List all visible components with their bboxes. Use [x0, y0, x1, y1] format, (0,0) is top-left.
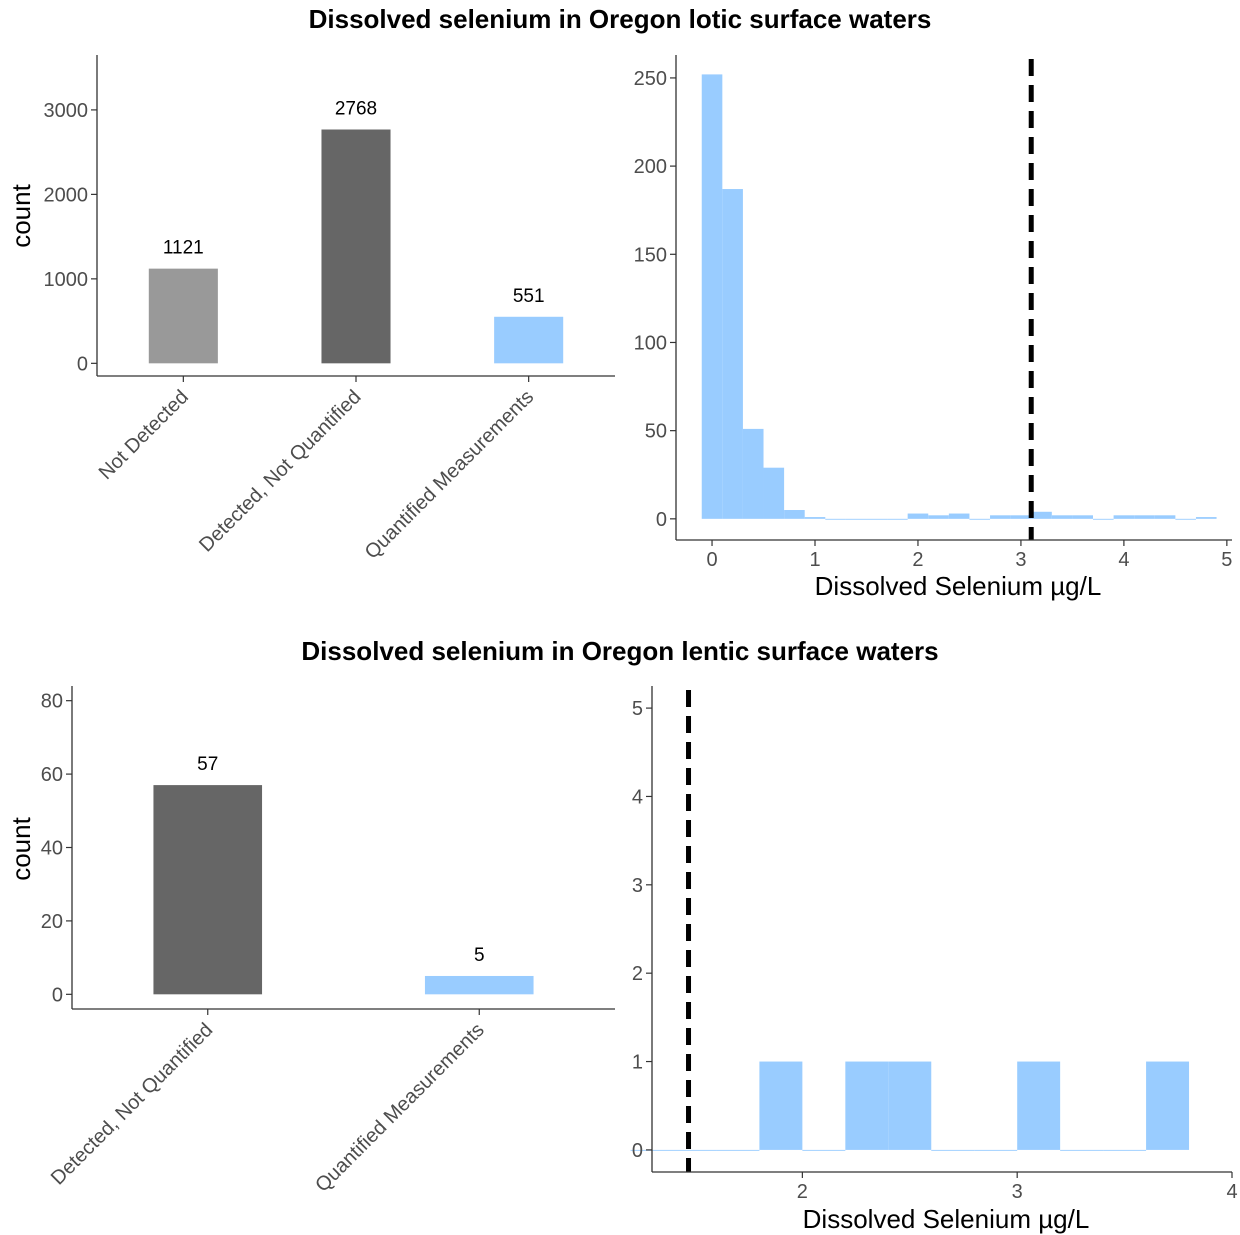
lentic-histogram-histogram-bin	[716, 1149, 760, 1151]
lotic-histogram-y-tick-label: 250	[634, 68, 667, 90]
lentic-histogram-x-axis-title: Dissolved Selenium µg/L	[803, 1204, 1090, 1234]
lentic-histogram-y-tick-label: 5	[632, 698, 643, 720]
lentic-counts-y-tick-label: 40	[41, 838, 63, 860]
lentic-counts-y-tick-label: 80	[41, 691, 63, 713]
lotic-histogram-x-tick-label: 4	[1118, 549, 1129, 571]
lotic-histogram-y-tick-label: 50	[645, 421, 667, 443]
lotic-histogram-histogram-bin	[866, 518, 888, 520]
lentic-histogram-histogram-bin	[974, 1149, 1018, 1151]
lotic-histogram-histogram-bin	[1175, 518, 1196, 520]
lotic-histogram-histogram-bin	[845, 518, 867, 520]
lotic-histogram-histogram-bin	[742, 428, 764, 519]
lotic-counts-y-tick-label: 0	[77, 353, 88, 375]
lotic-histogram-y-tick-label: 150	[634, 244, 667, 266]
lentic-counts-y-tick-label: 0	[52, 984, 63, 1006]
lentic-chart-title: Dissolved selenium in Oregon lentic surf…	[301, 636, 939, 666]
lotic-histogram-x-tick-label: 5	[1221, 549, 1232, 571]
lotic-histogram-histogram-bin	[948, 513, 970, 519]
lotic-histogram-histogram-bin	[701, 74, 723, 519]
lotic-histogram-histogram-bin	[1010, 515, 1032, 519]
lotic-histogram-y-tick-label: 100	[634, 332, 667, 354]
lotic-counts-x-category-label: Detected, Not Quantified	[195, 386, 365, 556]
lotic-histogram-x-axis-title: Dissolved Selenium µg/L	[815, 571, 1102, 601]
lentic-histogram-histogram-bin	[1146, 1061, 1190, 1150]
lotic-counts-bar	[494, 316, 564, 364]
lotic-histogram-y-tick-label: 200	[634, 156, 667, 178]
lotic-histogram-histogram-bin	[1134, 515, 1155, 519]
lentic-histogram-x-tick-label: 3	[1012, 1181, 1023, 1203]
lentic-counts-bar	[153, 785, 263, 995]
lotic-counts-bar-value-label: 551	[513, 286, 545, 307]
lotic-counts-bar-value-label: 1121	[163, 238, 204, 259]
lentic-histogram-y-tick-label: 2	[632, 963, 643, 985]
lotic-histogram-y-tick-label: 0	[656, 509, 667, 531]
lotic-counts-x-category-label: Quantified Measurements	[361, 386, 538, 563]
lotic-histogram-x-tick-label: 0	[706, 549, 717, 571]
lotic-counts-y-tick-label: 2000	[44, 184, 89, 206]
lentic-counts-bar-value-label: 57	[197, 754, 218, 775]
lotic-histogram-x-tick-label: 1	[809, 549, 820, 571]
lentic-counts-bar-value-label: 5	[474, 945, 485, 966]
lentic-histogram-histogram-bin	[1017, 1061, 1061, 1150]
lotic-histogram-histogram-bin	[1154, 515, 1176, 519]
lentic-histogram-x-tick-label: 2	[797, 1181, 808, 1203]
lotic-histogram-histogram-bin	[887, 518, 908, 520]
lentic-histogram-histogram-bin	[759, 1061, 803, 1150]
lentic-histogram-y-tick-label: 1	[632, 1052, 643, 1074]
lotic-histogram-histogram-bin	[1093, 518, 1114, 520]
lotic-histogram-x-tick-label: 3	[1015, 549, 1026, 571]
lotic-histogram-histogram-bin	[722, 189, 743, 519]
lentic-histogram-histogram-bin	[888, 1061, 932, 1150]
lotic-counts-y-axis-title: count	[6, 183, 36, 247]
lotic-histogram-histogram-bin	[1051, 515, 1073, 519]
lotic-histogram-histogram-bin	[1072, 515, 1093, 519]
lentic-counts-x-category-label: Detected, Not Quantified	[47, 1019, 217, 1189]
lentic-histogram-histogram-bin	[845, 1061, 889, 1150]
lotic-histogram-histogram-bin	[990, 515, 1011, 519]
lentic-histogram-histogram-bin	[1060, 1149, 1104, 1151]
lotic-chart-title: Dissolved selenium in Oregon lotic surfa…	[308, 4, 932, 34]
lentic-counts-bar	[424, 975, 534, 995]
lentic-counts-y-axis-title: count	[6, 816, 36, 880]
lotic-counts-bar	[148, 268, 218, 364]
lotic-histogram-histogram-bin	[1031, 511, 1052, 519]
lotic-histogram-histogram-bin	[969, 518, 991, 520]
lentic-histogram-y-tick-label: 0	[632, 1140, 643, 1162]
lotic-histogram-histogram-bin	[1113, 515, 1135, 519]
lotic-counts-x-category-label: Not Detected	[95, 386, 193, 484]
lotic-histogram-x-tick-label: 2	[912, 549, 923, 571]
lentic-counts-y-tick-label: 20	[41, 911, 63, 933]
lentic-histogram-y-tick-label: 4	[632, 786, 643, 808]
lotic-counts-bar	[321, 129, 391, 364]
lotic-histogram-histogram-bin	[928, 515, 949, 519]
lentic-histogram-y-tick-label: 3	[632, 875, 643, 897]
lotic-histogram-histogram-bin	[784, 510, 805, 519]
lentic-histogram-x-tick-label: 4	[1226, 1181, 1237, 1203]
lentic-histogram-histogram-bin	[802, 1149, 846, 1151]
lotic-histogram-histogram-bin	[804, 517, 826, 519]
lotic-counts-y-tick-label: 3000	[44, 100, 89, 122]
lotic-histogram-histogram-bin	[825, 518, 846, 520]
lentic-counts-y-tick-label: 60	[41, 764, 63, 786]
lentic-counts-x-category-label: Quantified Measurements	[311, 1019, 488, 1196]
lotic-histogram-histogram-bin	[763, 467, 785, 519]
lentic-histogram-histogram-bin	[1103, 1149, 1147, 1151]
lotic-histogram-histogram-bin	[1195, 517, 1217, 519]
lotic-counts-bar-value-label: 2768	[335, 99, 377, 120]
lotic-histogram-histogram-bin	[907, 513, 929, 519]
lotic-counts-y-tick-label: 1000	[44, 269, 89, 291]
lentic-histogram-histogram-bin	[673, 1149, 717, 1151]
lentic-histogram-histogram-bin	[931, 1149, 975, 1151]
